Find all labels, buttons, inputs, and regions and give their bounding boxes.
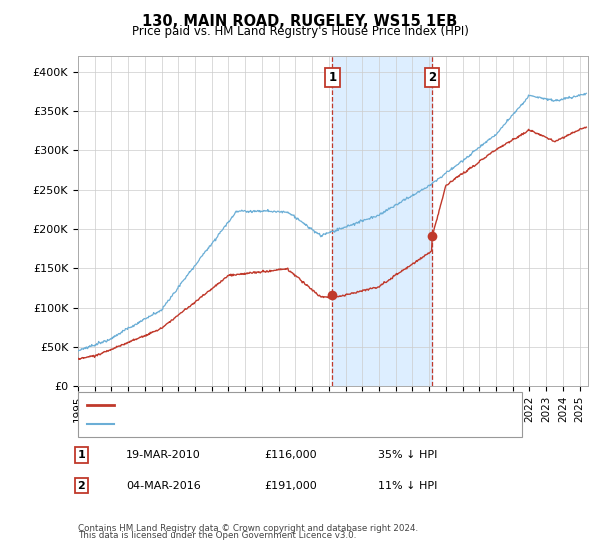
Text: 130, MAIN ROAD, RUGELEY, WS15 1EB (detached house): 130, MAIN ROAD, RUGELEY, WS15 1EB (detac… <box>119 400 415 410</box>
Text: 04-MAR-2016: 04-MAR-2016 <box>126 480 201 491</box>
Text: 2: 2 <box>77 480 85 491</box>
Text: 130, MAIN ROAD, RUGELEY, WS15 1EB: 130, MAIN ROAD, RUGELEY, WS15 1EB <box>142 14 458 29</box>
Text: 1: 1 <box>328 71 337 84</box>
Text: 2: 2 <box>428 71 436 84</box>
Text: 1: 1 <box>77 450 85 460</box>
Text: £116,000: £116,000 <box>264 450 317 460</box>
Text: HPI: Average price, detached house, Cannock Chase: HPI: Average price, detached house, Cann… <box>119 419 392 429</box>
Text: Price paid vs. HM Land Registry's House Price Index (HPI): Price paid vs. HM Land Registry's House … <box>131 25 469 38</box>
Text: 35% ↓ HPI: 35% ↓ HPI <box>378 450 437 460</box>
Text: 11% ↓ HPI: 11% ↓ HPI <box>378 480 437 491</box>
Text: £191,000: £191,000 <box>264 480 317 491</box>
Text: This data is licensed under the Open Government Licence v3.0.: This data is licensed under the Open Gov… <box>78 531 356 540</box>
Text: 19-MAR-2010: 19-MAR-2010 <box>126 450 201 460</box>
Bar <box>332 56 432 386</box>
Text: Contains HM Land Registry data © Crown copyright and database right 2024.: Contains HM Land Registry data © Crown c… <box>78 524 418 533</box>
